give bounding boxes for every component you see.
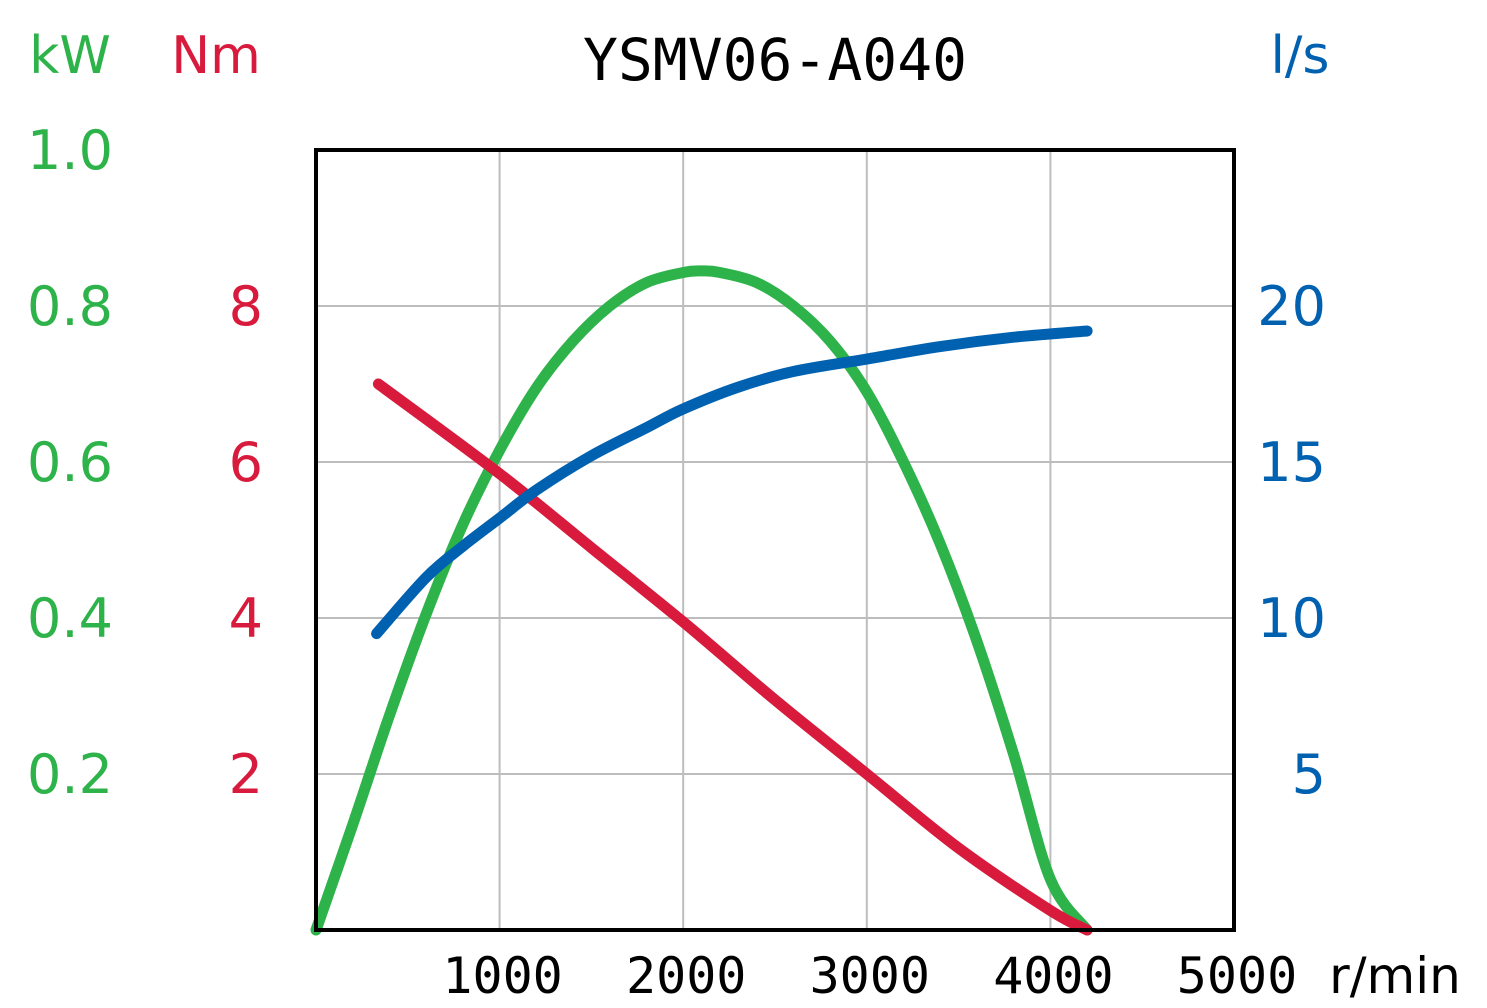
torque-ticks: 8 6 4 2	[229, 275, 263, 806]
x-tick-label: 1000	[442, 947, 562, 1005]
power-tick-label: 0.6	[27, 431, 113, 494]
torque-tick-label: 4	[229, 587, 263, 650]
grid	[316, 150, 1234, 930]
flow-ticks: 20 15 10 5	[1257, 275, 1326, 806]
power-axis-label: kW	[29, 26, 111, 86]
x-tick-label: 5000	[1177, 947, 1297, 1005]
x-tick-label: 4000	[993, 947, 1113, 1005]
x-axis-label: r/min	[1329, 947, 1461, 1005]
power-tick-label: 0.2	[27, 743, 113, 806]
torque-tick-label: 6	[229, 431, 263, 494]
torque-series-line	[372, 378, 1093, 936]
x-ticks: 1000 2000 3000 4000 5000	[442, 947, 1297, 1005]
power-series-line	[310, 265, 1093, 936]
flow-tick-label: 20	[1257, 275, 1326, 338]
flow-tick-label: 10	[1257, 587, 1326, 650]
flow-tick-label: 15	[1257, 431, 1326, 494]
flow-tick-label: 5	[1292, 743, 1326, 806]
power-tick-label: 1.0	[27, 119, 113, 182]
chart-title: YSMV06-A040	[583, 26, 967, 94]
power-tick-label: 0.4	[27, 587, 113, 650]
torque-axis-label: Nm	[171, 26, 261, 86]
torque-tick-label: 8	[229, 275, 263, 338]
power-ticks: 1.0 0.8 0.6 0.4 0.2	[27, 119, 113, 806]
flow-series-line	[371, 325, 1093, 640]
power-tick-label: 0.8	[27, 275, 113, 338]
plot-frame	[314, 148, 1236, 932]
flow-axis-label: l/s	[1270, 26, 1329, 86]
x-tick-label: 2000	[626, 947, 746, 1005]
x-tick-label: 3000	[810, 947, 930, 1005]
torque-tick-label: 2	[229, 743, 263, 806]
series-layer	[310, 265, 1093, 936]
